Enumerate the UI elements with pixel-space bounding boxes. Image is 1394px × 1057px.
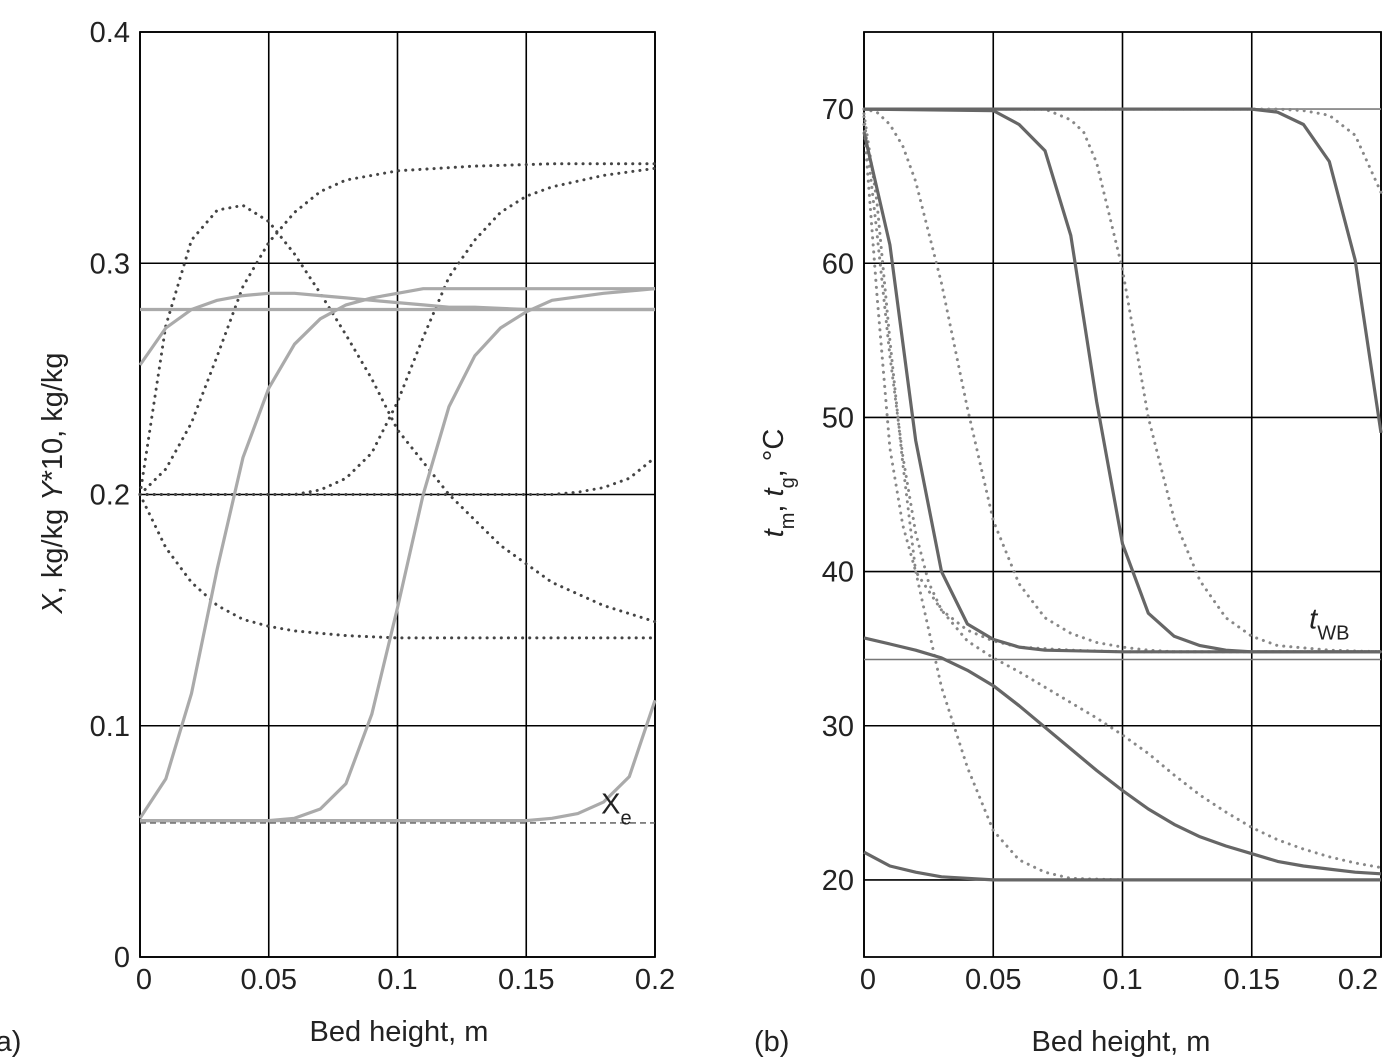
panel-a-xtick-label: 0.2 bbox=[635, 964, 675, 996]
panel-b-xtick-label: 0.2 bbox=[1338, 964, 1378, 996]
panel-b-xtick-label: 0.05 bbox=[965, 964, 1021, 996]
panel-b-grid bbox=[863, 31, 1382, 958]
panel-a: 0 0.05 0.1 0.15 0.2 0 0.1 0.2 0.3 0.4 Bed height,… bbox=[0, 17, 675, 1057]
panel-b-series-7-dotted bbox=[862, 112, 1124, 882]
panel-a-xtick-label: 0.15 bbox=[498, 964, 554, 996]
panel-a-ticks: 0 0.05 0.1 0.15 0.2 0 0.1 0.2 0.3 0.4 bbox=[90, 17, 675, 996]
panel-a-xtick-label: 0 bbox=[136, 964, 152, 996]
panel-b-ytick-label: 30 bbox=[822, 711, 854, 743]
panel-b-series-8-dotted bbox=[862, 107, 1383, 654]
panel-b-annotations: tWB bbox=[1309, 604, 1349, 645]
panel-b-xlabel: Bed height, m bbox=[1032, 1026, 1211, 1057]
panel-a-label: (a) bbox=[0, 1026, 21, 1057]
panel-b-series bbox=[862, 107, 1383, 882]
panel-b-annotation-0: tWB bbox=[1309, 604, 1349, 645]
panel-a-series-3-solid bbox=[140, 699, 657, 823]
panel-b: 0 0.05 0.1 0.15 0.2 20 30 40 50 60 70 Bed height, … bbox=[754, 31, 1383, 1057]
panel-b-xtick-label: 0.1 bbox=[1102, 964, 1142, 996]
panel-a-series-5-dotted bbox=[138, 203, 657, 624]
panel-a-series-8-dotted bbox=[138, 456, 657, 496]
panel-b-xtick-label: 0 bbox=[860, 964, 876, 996]
panel-a-xtick-label: 0.05 bbox=[241, 964, 297, 996]
panel-a-ytick-label: 0.1 bbox=[90, 711, 130, 743]
panel-a-series-1-solid bbox=[138, 287, 655, 820]
panel-a-series bbox=[138, 162, 657, 824]
panel-a-series-9-dotted bbox=[138, 493, 657, 640]
panel-b-series-6-dotted bbox=[862, 115, 1383, 870]
panel-b-ytick-label: 20 bbox=[822, 865, 854, 897]
panel-a-ytick-label: 0.4 bbox=[90, 17, 130, 49]
panel-b-series-2-solid bbox=[864, 107, 1383, 434]
panel-a-ytick-label: 0 bbox=[114, 942, 130, 974]
panel-b-series-10-dotted bbox=[862, 107, 1383, 194]
panel-b-xtick-label: 0.15 bbox=[1224, 964, 1280, 996]
panel-a-ylabel: X, kg/kg Y*10, kg/kg bbox=[37, 352, 69, 614]
panel-a-ytick-label: 0.3 bbox=[90, 248, 130, 280]
panel-b-series-4-solid bbox=[863, 850, 1381, 882]
panel-b-label: (b) bbox=[754, 1026, 789, 1057]
panel-a-ytick-label: 0.2 bbox=[90, 480, 130, 512]
panel-b-ytick-label: 60 bbox=[822, 248, 854, 280]
panel-b-series-9-dotted bbox=[862, 107, 1383, 654]
panel-a-annotation-0: Xe bbox=[601, 789, 631, 830]
panel-b-series-0-solid bbox=[862, 131, 1381, 654]
panel-b-ytick-label: 50 bbox=[822, 402, 854, 434]
panel-a-xtick-label: 0.1 bbox=[377, 964, 417, 996]
panel-a-series-2-solid bbox=[140, 287, 656, 823]
panel-b-ticks: 0 0.05 0.1 0.15 0.2 20 30 40 50 60 70 bbox=[822, 94, 1378, 996]
panel-b-frame bbox=[863, 31, 1382, 958]
panel-a-series-6-dotted bbox=[138, 162, 657, 496]
panel-a-series-0-solid bbox=[138, 291, 655, 366]
panel-b-series-3-solid bbox=[863, 636, 1382, 876]
panel-a-xlabel: Bed height, m bbox=[310, 1016, 489, 1048]
panel-b-series-1-solid bbox=[863, 107, 1381, 654]
panel-b-ylabel: tm, tg, °C bbox=[758, 429, 799, 538]
panel-b-ytick-label: 70 bbox=[822, 94, 854, 126]
panel-b-ytick-label: 40 bbox=[822, 557, 854, 589]
panel-a-annotations: Xe bbox=[601, 789, 631, 830]
